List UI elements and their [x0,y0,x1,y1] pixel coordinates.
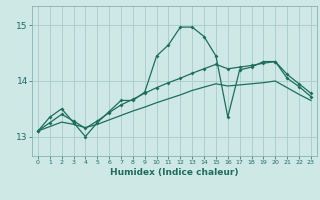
X-axis label: Humidex (Indice chaleur): Humidex (Indice chaleur) [110,168,239,177]
